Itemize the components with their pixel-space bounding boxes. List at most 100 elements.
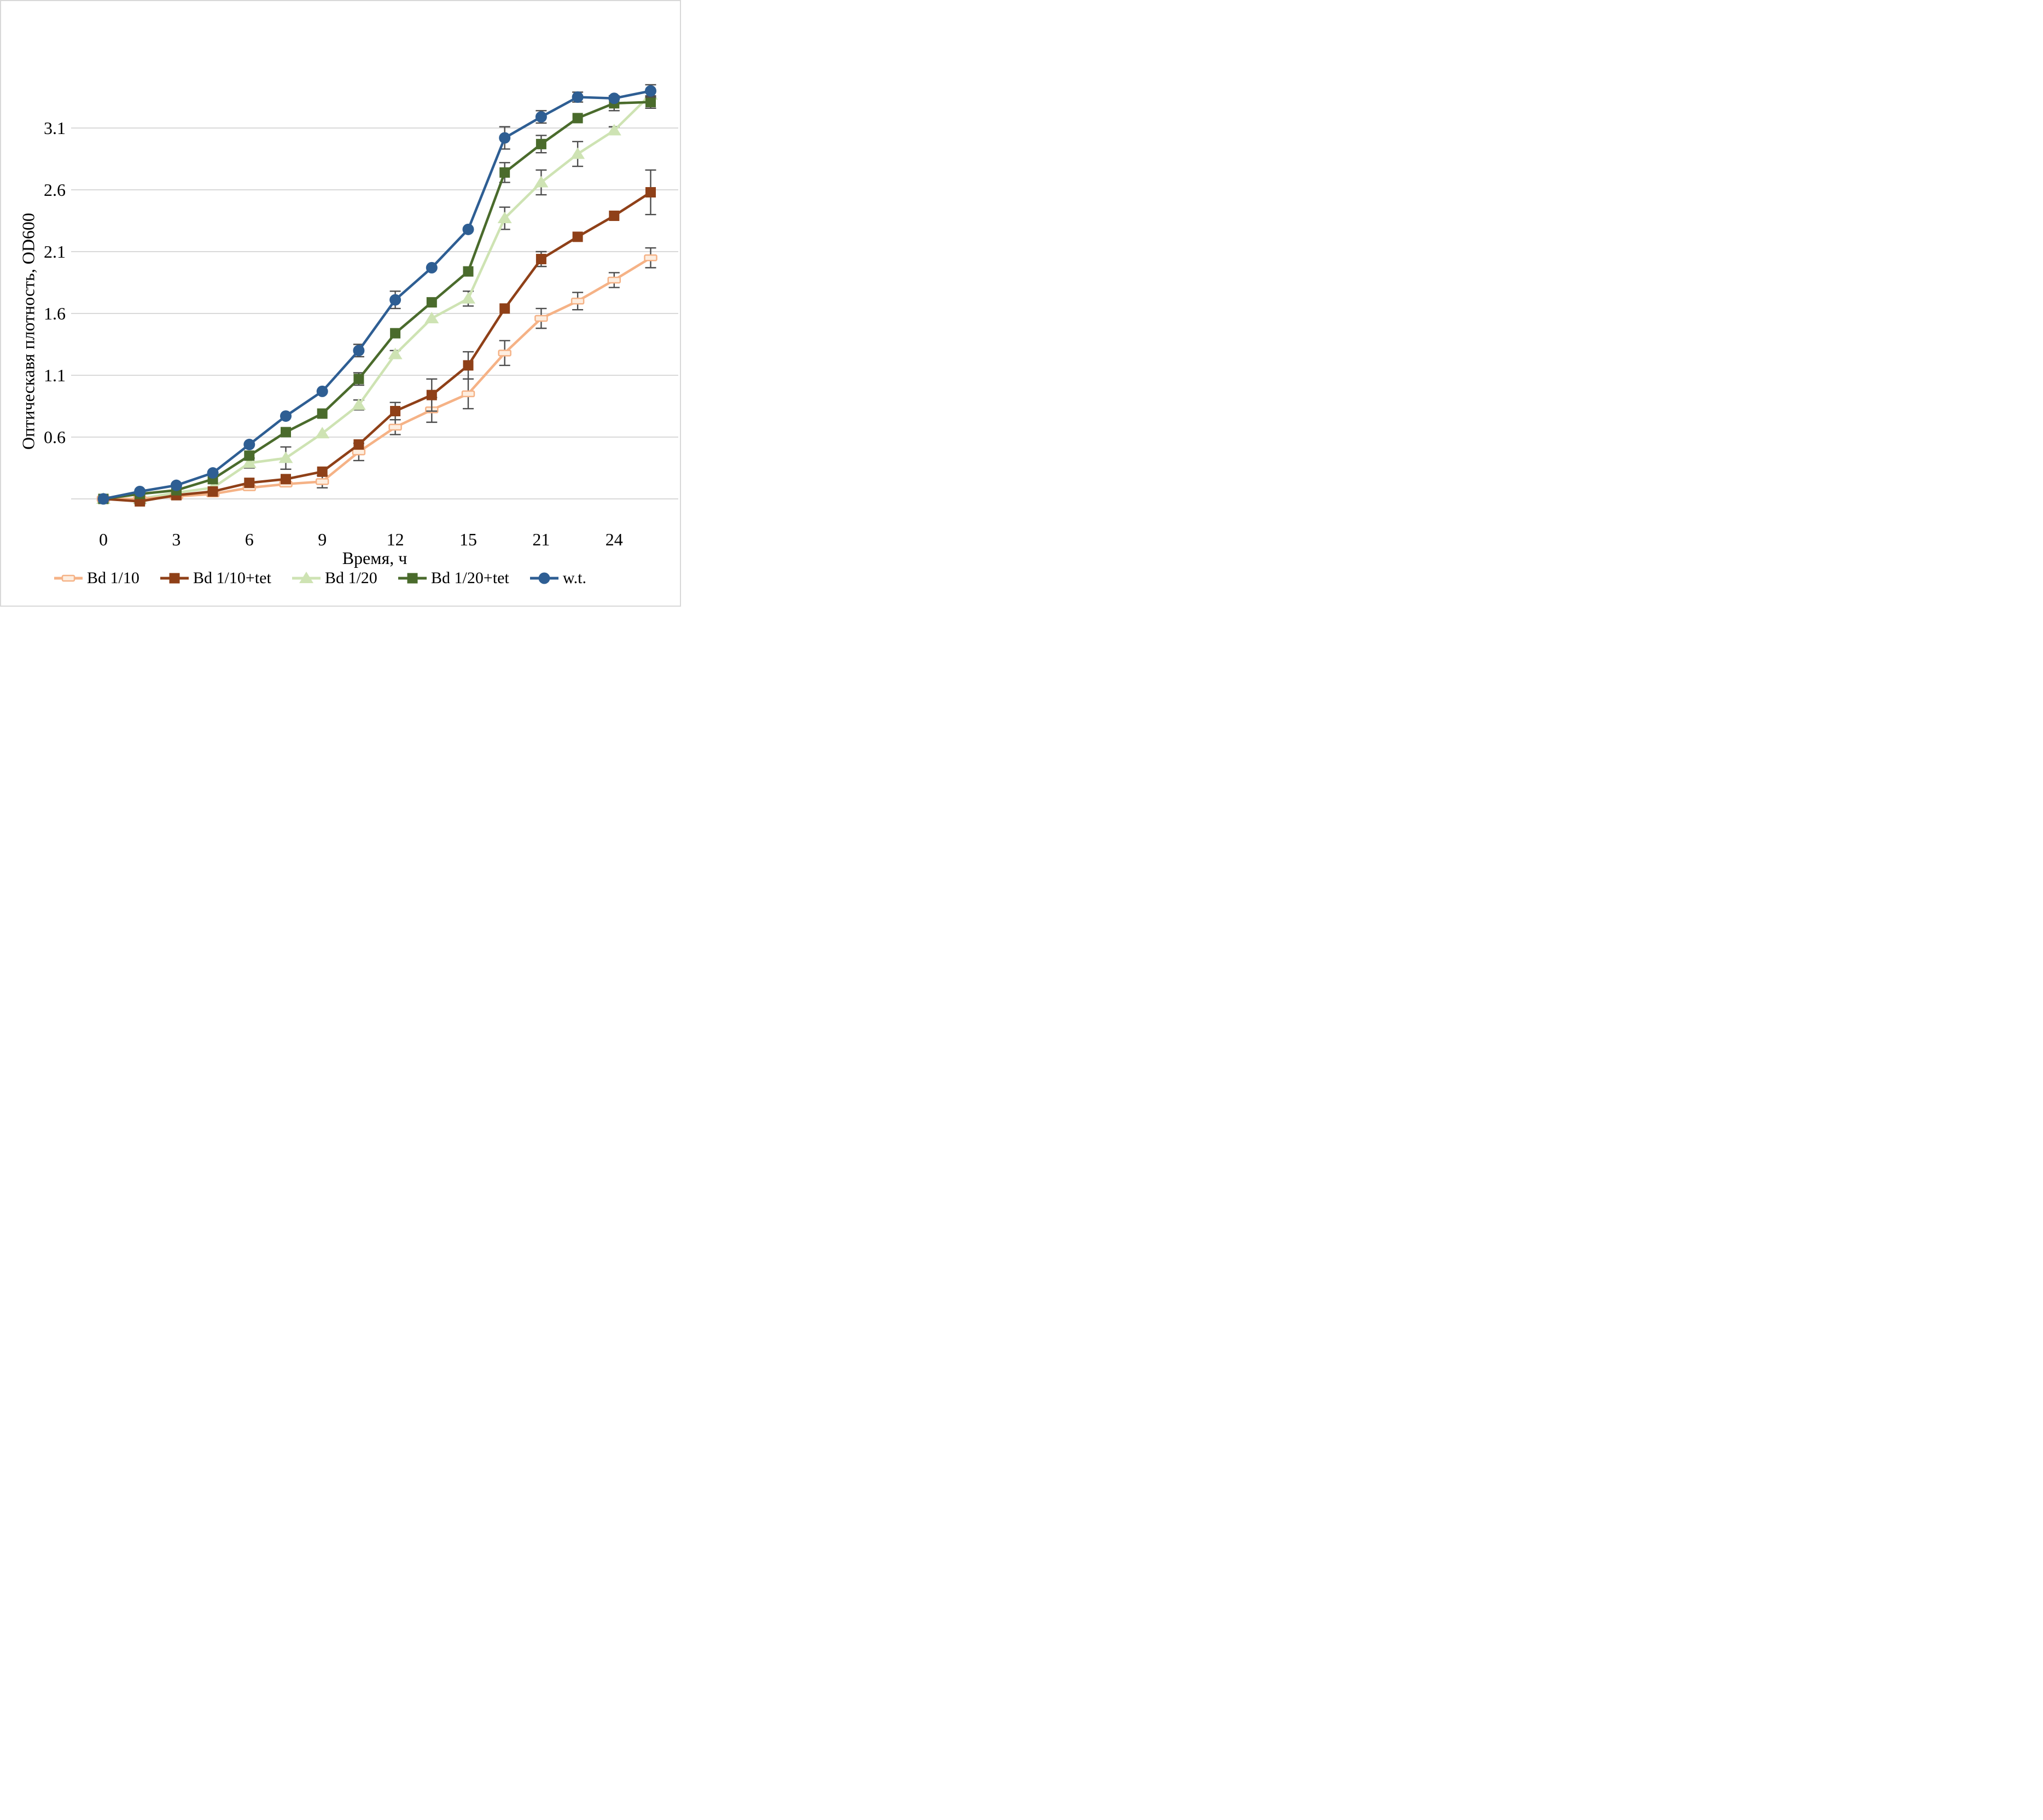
data-point-marker — [317, 466, 328, 477]
data-point-marker — [644, 254, 657, 261]
series-line — [102, 256, 652, 501]
data-point-marker — [353, 345, 365, 357]
x-axis-tick-label: 15 — [459, 530, 477, 549]
data-point-marker — [351, 398, 366, 410]
legend-label: Bd 1/10+tet — [193, 569, 271, 587]
data-point-marker — [353, 374, 364, 385]
y-axis-tick-label: 1.6 — [44, 304, 66, 323]
data-point-marker — [534, 176, 549, 188]
data-point-marker — [281, 474, 291, 485]
data-point-marker — [608, 92, 620, 104]
series-w-t- — [97, 84, 656, 505]
y-axis-tick-label: 3.1 — [44, 118, 66, 138]
x-axis-tick-label: 6 — [245, 530, 254, 549]
data-point-marker — [499, 167, 510, 178]
data-point-marker — [242, 456, 257, 468]
data-point-marker — [317, 408, 328, 419]
y-axis-tick-label: 2.1 — [44, 242, 66, 261]
series-line — [102, 89, 652, 501]
data-point-marker — [299, 572, 313, 583]
y-axis-tick-label: 2.6 — [44, 180, 66, 200]
data-point-marker — [461, 292, 475, 304]
data-point-marker — [243, 439, 255, 451]
data-point-marker — [645, 85, 656, 97]
growth-curve-figure: 0.6 1.1 1.6 2.1 2.6 3.1 0 3 6 9 12 15 21 24 Оптическа… — [0, 0, 681, 607]
data-point-marker — [390, 328, 401, 339]
data-point-marker — [463, 266, 474, 277]
legend-marker-bd-1-20-icon — [292, 572, 321, 583]
data-point-marker — [388, 347, 403, 359]
legend-item-w-t-: w.t. — [529, 570, 586, 586]
x-axis-tick-label: 9 — [318, 530, 327, 549]
data-point-marker — [315, 478, 329, 485]
x-axis-tick-label: 0 — [99, 530, 108, 549]
y-axis-tick-labels: 0.6 1.1 1.6 2.1 2.6 3.1 — [44, 118, 66, 447]
legend-label: w.t. — [562, 569, 586, 587]
data-point-marker — [534, 315, 548, 322]
data-point-marker — [170, 479, 182, 491]
data-point-marker — [571, 147, 585, 159]
data-point-marker — [572, 91, 584, 103]
growth-chart-plot: 0.6 1.1 1.6 2.1 2.6 3.1 0 3 6 9 12 15 21 24 — [44, 84, 678, 549]
data-point-marker — [278, 451, 293, 463]
gridlines — [71, 127, 678, 499]
data-point-marker — [97, 493, 109, 505]
data-point-marker — [607, 276, 621, 284]
legend-marker-bd-1-10-tet-icon — [160, 573, 189, 584]
legend-label: Bd 1/20+tet — [430, 569, 509, 587]
data-point-marker — [571, 298, 585, 305]
x-axis-tick-label: 12 — [387, 530, 404, 549]
data-point-marker — [463, 360, 474, 371]
series-bd-1-10-tet — [98, 169, 656, 507]
data-point-marker — [280, 410, 292, 422]
data-point-marker — [169, 573, 180, 584]
data-point-marker — [426, 297, 437, 308]
legend-marker-w-t--icon — [529, 572, 558, 584]
data-point-marker — [498, 350, 511, 357]
data-point-marker — [244, 478, 255, 489]
data-point-marker — [461, 390, 475, 398]
data-point-marker — [497, 211, 512, 223]
legend-item-bd-1-20: Bd 1/20 — [291, 570, 377, 586]
data-point-marker — [426, 389, 437, 400]
data-point-marker — [134, 485, 146, 497]
data-point-marker — [390, 406, 401, 417]
y-axis-title: Оптическавя плотность, OD600 — [18, 213, 38, 450]
legend-label: Bd 1/20 — [324, 569, 377, 587]
chart-legend: Bd 1/10 Bd 1/10+tet Bd 1/20 Bd 1/20+tet w.t. — [53, 570, 586, 586]
data-point-marker — [424, 312, 439, 324]
data-point-marker — [535, 111, 547, 123]
x-axis-tick-label: 21 — [532, 530, 550, 549]
x-axis-title: Время, ч — [342, 548, 408, 568]
legend-item-bd-1-10: Bd 1/10 — [53, 570, 139, 586]
x-axis-tick-label: 24 — [606, 530, 623, 549]
data-point-marker — [281, 427, 291, 438]
legend-label: Bd 1/10 — [87, 569, 139, 587]
data-point-marker — [407, 573, 418, 584]
series-line — [102, 191, 652, 503]
data-point-marker — [388, 423, 402, 431]
data-point-marker — [645, 97, 656, 108]
legend-marker-bd-1-10-icon — [54, 574, 83, 582]
data-point-marker — [353, 439, 364, 450]
data-point-marker — [536, 254, 546, 265]
legend-item-bd-1-20-tet: Bd 1/20+tet — [397, 570, 509, 586]
data-point-marker — [244, 450, 255, 461]
x-axis-tick-label: 3 — [172, 530, 181, 549]
data-point-marker — [426, 261, 438, 274]
x-axis-tick-labels: 0 3 6 9 12 15 21 24 — [99, 530, 623, 549]
legend-marker-bd-1-20-tet-icon — [398, 573, 427, 584]
data-point-marker — [499, 303, 510, 314]
y-axis-tick-label: 1.1 — [44, 365, 66, 385]
data-point-marker — [61, 574, 75, 582]
y-axis-tick-label: 0.6 — [44, 427, 66, 447]
data-point-marker — [462, 223, 474, 235]
legend-item-bd-1-10-tet: Bd 1/10+tet — [159, 570, 271, 586]
data-point-marker — [645, 187, 656, 198]
data-point-marker — [572, 231, 583, 242]
data-point-marker — [352, 448, 366, 456]
series-line — [102, 101, 652, 501]
data-point-marker — [538, 572, 550, 584]
series-bd-1-20 — [96, 88, 658, 504]
data-point-marker — [536, 138, 546, 149]
